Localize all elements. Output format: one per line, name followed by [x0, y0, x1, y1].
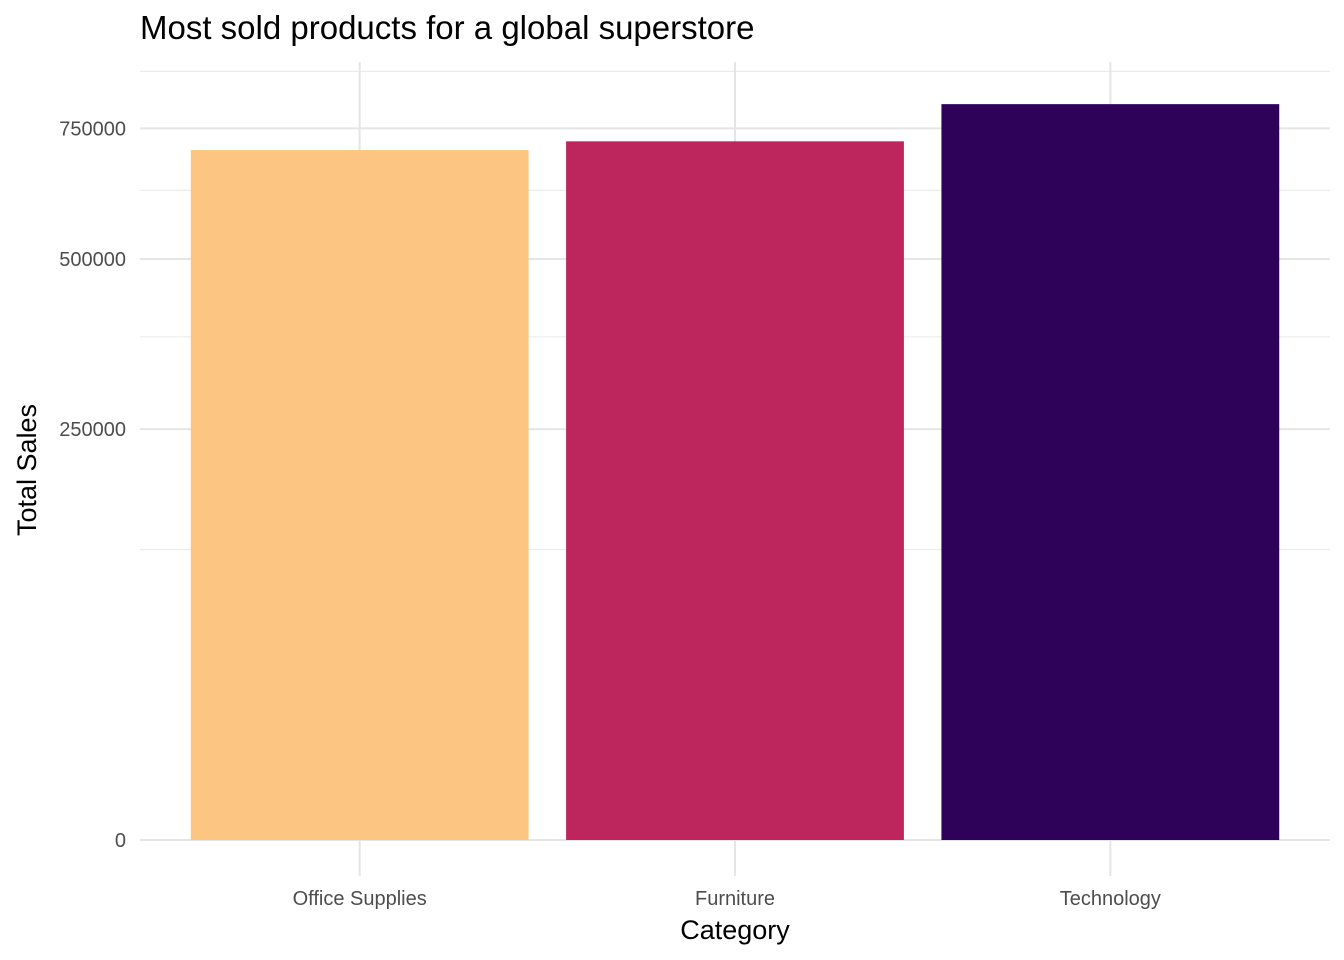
chart-title: Most sold products for a global supersto…: [140, 9, 754, 46]
x-axis-title: Category: [680, 915, 790, 945]
y-axis-title: Total Sales: [12, 404, 42, 536]
x-tick-label: Office Supplies: [293, 888, 427, 910]
y-tick-label: 500000: [59, 249, 126, 271]
y-tick-label: 250000: [59, 419, 126, 441]
bar-office-supplies: [190, 150, 529, 840]
y-tick-label: 750000: [59, 118, 126, 140]
y-tick-label: 0: [115, 830, 126, 852]
x-axis-ticks: Office Supplies Furniture Technology: [293, 888, 1161, 910]
y-axis-ticks: 0 250000 500000 750000: [59, 118, 126, 852]
x-tick-label: Furniture: [695, 888, 775, 910]
bar-technology: [941, 104, 1280, 840]
bars: [190, 104, 1280, 840]
x-tick-label: Technology: [1060, 888, 1161, 910]
bar-furniture: [566, 141, 904, 840]
